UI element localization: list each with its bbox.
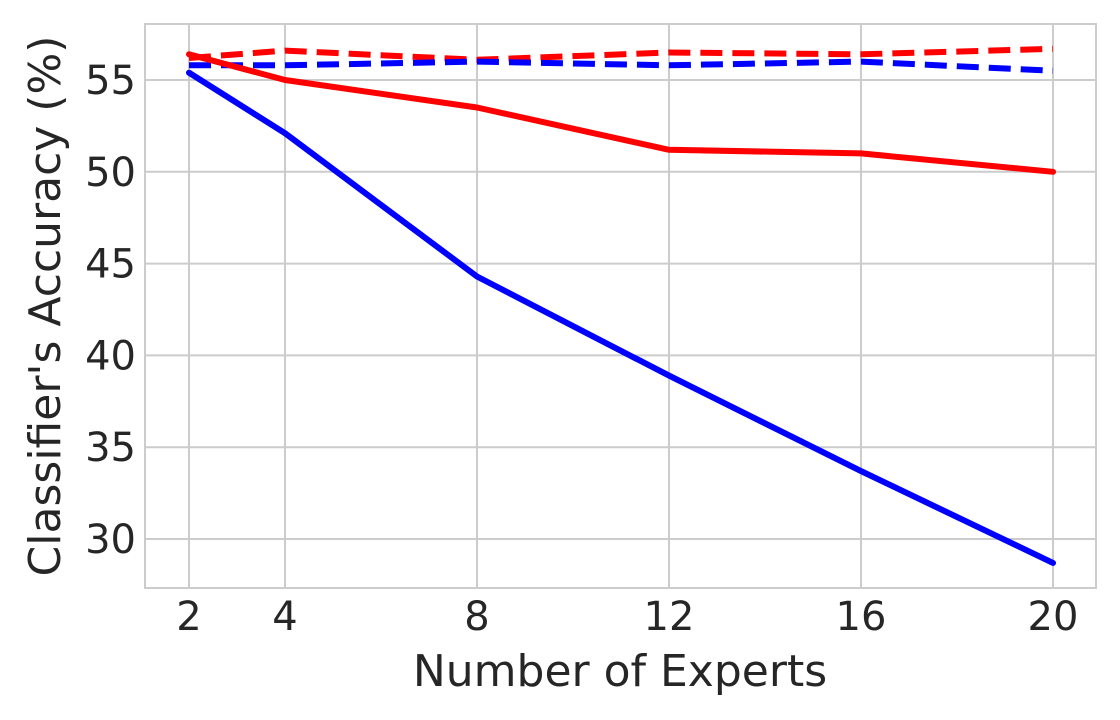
- y-tick-label: 30: [85, 517, 136, 563]
- series-line-red-dashed: [188, 45, 1054, 63]
- series-line-blue-solid: [186, 69, 1056, 566]
- series-line-blue-dashed: [189, 58, 1054, 74]
- x-tick-label: 4: [272, 594, 297, 640]
- plot-area: [144, 23, 1097, 589]
- data-series: [186, 45, 1056, 566]
- y-tick-label: 50: [85, 150, 136, 196]
- x-tick-label: 12: [644, 594, 695, 640]
- x-tick-label: 2: [176, 594, 201, 640]
- y-tick-label: 40: [85, 333, 136, 379]
- y-tick-label: 35: [85, 425, 136, 471]
- x-tick-label: 20: [1028, 594, 1079, 640]
- y-tick-label: 45: [85, 242, 136, 288]
- x-tick-label: 16: [836, 594, 887, 640]
- x-axis-ticks: 2 4 8 12 16 20: [176, 594, 1078, 640]
- x-tick-label: 8: [464, 594, 489, 640]
- y-axis-ticks: 30 35 40 45 50 55: [85, 58, 136, 563]
- series-line-red-solid: [186, 51, 1056, 175]
- y-tick-label: 55: [85, 58, 136, 104]
- y-axis-label: Classifier's Accuracy (%): [20, 36, 71, 577]
- x-axis-label: Number of Experts: [413, 646, 827, 697]
